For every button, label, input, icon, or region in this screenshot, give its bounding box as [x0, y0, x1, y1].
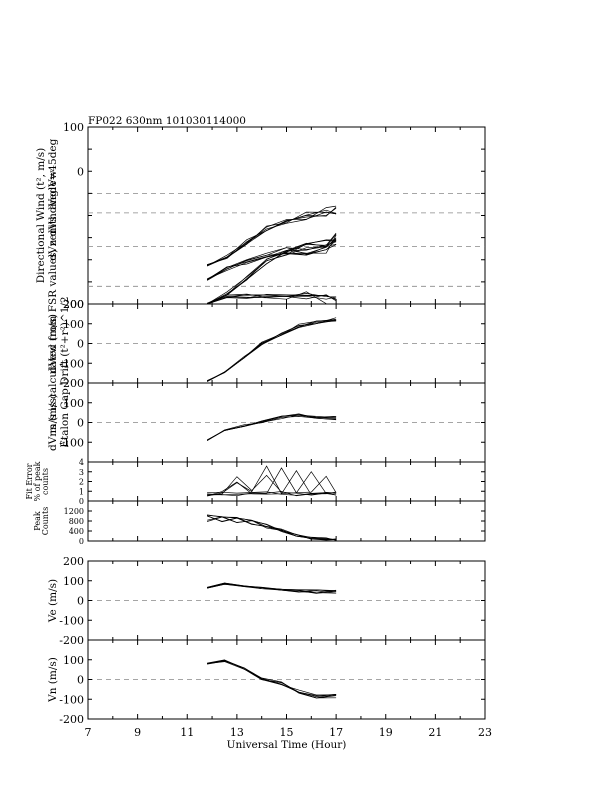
x-tick-label: 21 — [428, 726, 442, 739]
y-tick-label: -100 — [59, 436, 84, 449]
trace-line — [207, 582, 337, 591]
trace-line — [206, 294, 337, 304]
y-tick-label: 0 — [77, 417, 84, 430]
trace-line — [206, 207, 337, 267]
y-tick-label: 4 — [79, 458, 84, 467]
panel-y-label: Directional Wind (t², m/s) — [35, 148, 47, 283]
series-directional-0 — [206, 205, 337, 267]
trace-line — [207, 514, 337, 541]
trace-line — [207, 465, 337, 497]
y-tick-label: 0 — [79, 537, 84, 546]
y-tick-label: 100 — [63, 575, 84, 588]
y-tick-label: -200 — [59, 634, 84, 647]
panel-y-label: Ve (m/s) — [47, 579, 59, 623]
series-directional-3 — [206, 291, 337, 305]
trace-line — [207, 516, 337, 540]
y-tick-label: 200 — [63, 555, 84, 568]
trace-line — [207, 660, 337, 699]
trace-line — [206, 317, 337, 382]
y-tick-label: -200 — [59, 377, 84, 390]
trace-line — [207, 467, 337, 496]
trace-line — [206, 241, 337, 304]
y-tick-label: 800 — [69, 517, 84, 526]
x-tick-label: 7 — [85, 726, 92, 739]
panel-y-label: counts — [41, 468, 50, 495]
side-label-lower: Etalon Gap Drift (t²+r²)^1/2 — [59, 296, 71, 447]
trace-line — [206, 414, 337, 441]
y-tick-label: 3 — [79, 468, 84, 477]
x-axis-label: Universal Time (Hour) — [227, 739, 347, 751]
y-tick-label: 100 — [63, 318, 84, 331]
x-tick-label: 19 — [379, 726, 393, 739]
y-tick-label: 1200 — [64, 507, 84, 516]
series-vn-9 — [207, 659, 337, 699]
y-tick-label: 0 — [79, 497, 84, 506]
y-tick-label: -100 — [59, 614, 84, 627]
series-ve-8 — [207, 582, 337, 594]
series-directional-2 — [206, 232, 337, 305]
series-peak-7 — [206, 514, 337, 541]
trace-line — [206, 211, 337, 266]
trace-line — [206, 232, 337, 305]
panel-y-label: Peak — [33, 511, 42, 531]
trace-line — [206, 295, 337, 305]
x-tick-label: 23 — [478, 726, 492, 739]
panel-y-label: Counts — [41, 507, 50, 536]
y-tick-label: 200 — [63, 298, 84, 311]
panel-y-label: dVn dVs dVedVw — [47, 170, 59, 260]
y-tick-label: 200 — [63, 298, 84, 311]
side-label-upper: m/s is calculated from FSR values, zenit… — [47, 138, 59, 433]
y-tick-label: 2 — [79, 478, 84, 487]
series-fiterr-6 — [207, 465, 337, 497]
trace-line — [206, 209, 337, 267]
x-tick-label: 13 — [230, 726, 244, 739]
panel-y-label: % of peak — [33, 461, 42, 501]
y-tick-label: -100 — [59, 357, 84, 370]
y-tick-label: 100 — [63, 121, 84, 134]
y-tick-label: 0 — [77, 595, 84, 608]
y-tick-label: 100 — [63, 397, 84, 410]
y-tick-label: 100 — [63, 654, 84, 667]
y-tick-label: 400 — [69, 527, 84, 536]
trace-line — [206, 234, 337, 281]
y-tick-label: -200 — [59, 713, 84, 726]
trace-line — [207, 660, 337, 696]
trace-line — [206, 320, 337, 382]
y-tick-label: 0 — [77, 338, 84, 351]
trace-line — [206, 240, 337, 281]
trace-line — [207, 474, 337, 496]
chart-title: FP022 630nm 101030114000 — [88, 115, 246, 127]
y-tick-label: 0 — [77, 674, 84, 687]
x-tick-label: 9 — [134, 726, 141, 739]
series-dvew-4 — [206, 317, 337, 382]
y-tick-label: 1 — [79, 487, 84, 496]
panel-y-label: Fit Error — [25, 463, 34, 499]
trace-line — [207, 491, 337, 496]
panel-directional: 100 0 200 Directional Wind (t², m/s) dVn dVs… — [35, 121, 486, 311]
panel-y-label: dVew (m/s) — [47, 314, 59, 373]
panel-y-label: dVns (m/s) — [47, 394, 59, 451]
x-tick-label: 15 — [280, 726, 294, 739]
x-tick-label: 17 — [329, 726, 343, 739]
x-tick-label: 11 — [180, 726, 194, 739]
y-tick-label: 0 — [77, 165, 84, 178]
y-tick-label: -100 — [59, 693, 84, 706]
panel-y-label: Vn (m/s) — [47, 657, 59, 703]
series-dvns-5 — [206, 413, 337, 441]
trace-line — [207, 583, 337, 594]
